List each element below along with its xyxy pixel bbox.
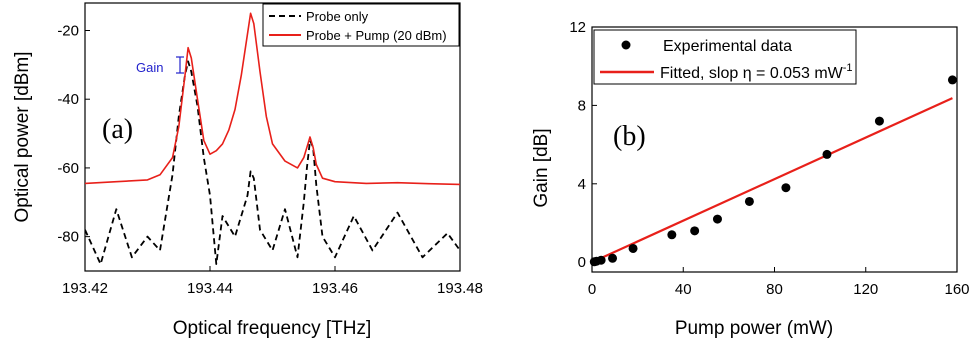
legend-label-fit: Fitted, slop η = 0.053 mW-1: [660, 62, 853, 82]
y-ticks-a: -80 -60 -40 -20: [57, 22, 90, 246]
x-tick-label-b: 0: [588, 281, 596, 298]
panel-a: 193.42 193.44 193.46 193.48 -80 -60 -40 -20 (a…: [12, 2, 483, 339]
y-ticks-b: 0 4 8 12: [569, 19, 597, 271]
x-tick-label-a: 193.46: [312, 280, 358, 297]
data-point: [744, 196, 754, 206]
y-tick-label-b: 12: [569, 19, 586, 36]
data-point: [947, 75, 957, 85]
y-tick-label-b: 4: [578, 176, 586, 193]
plot-frame-a: [84, 2, 461, 272]
y-tick-label-a: -60: [57, 160, 79, 177]
x-tick-label-a: 193.42: [62, 280, 108, 297]
legend-label-fit-text: Fitted, slop η = 0.053 mW: [660, 65, 844, 82]
legend-swatch-experimental: [621, 40, 631, 50]
y-axis-label-a: Optical power [dBm]: [12, 51, 33, 222]
x-axis-label-b: Pump power (mW): [675, 318, 833, 339]
legend-box-a: [262, 3, 460, 47]
x-axis-label-a: Optical frequency [THz]: [173, 318, 372, 339]
series-lines-a: [85, 12, 460, 266]
data-point: [822, 149, 832, 159]
data-point: [690, 226, 700, 236]
legend-label-experimental: Experimental data: [663, 38, 792, 55]
data-point: [874, 116, 884, 126]
x-tick-label-a: 193.48: [437, 280, 483, 297]
x-ticks-b: 0 40 80 120 160: [588, 267, 970, 298]
y-tick-label-a: -80: [57, 229, 79, 246]
panel-label-a: (a): [102, 114, 133, 145]
y-tick-label-a: -20: [57, 22, 79, 39]
legend-label-probe-only: Probe only: [306, 9, 369, 24]
legend-label-probe-pump: Probe + Pump (20 dBm): [306, 28, 447, 43]
y-axis-label-b: Gain [dB]: [531, 128, 552, 207]
series-marks-b: [589, 75, 957, 267]
x-tick-label-a: 193.44: [187, 280, 233, 297]
y-tick-label-a: -40: [57, 91, 79, 108]
panel-label-b: (b): [613, 121, 646, 152]
data-point: [628, 243, 638, 253]
data-point: [712, 214, 722, 224]
data-point: [781, 183, 791, 193]
series-line-probe-only: [85, 60, 460, 266]
y-tick-label-b: 0: [578, 254, 586, 271]
x-tick-label-b: 40: [675, 281, 692, 298]
panel-b: 0 40 80 120 160 0 4 8 12 (b) Pump power (mW) Ga…: [531, 19, 970, 339]
data-point: [667, 230, 677, 240]
x-tick-label-b: 160: [944, 281, 969, 298]
data-point: [608, 253, 618, 263]
legend-label-fit-exponent: -1: [843, 62, 853, 74]
gain-annotation: Gain: [136, 56, 184, 75]
y-tick-label-b: 8: [578, 97, 586, 114]
x-tick-label-b: 80: [766, 281, 783, 298]
legend-box-b: [593, 29, 857, 85]
x-ticks-a: 193.42 193.44 193.46 193.48: [62, 266, 483, 297]
legend-b: Experimental data Fitted, slop η = 0.053…: [593, 29, 857, 85]
series-line-probe-pump: [85, 12, 460, 186]
gain-annotation-label: Gain: [136, 60, 163, 75]
legend-a: Probe only Probe + Pump (20 dBm): [262, 3, 460, 47]
data-point: [596, 255, 606, 265]
x-tick-label-b: 120: [853, 281, 878, 298]
fit-line: [591, 97, 953, 264]
